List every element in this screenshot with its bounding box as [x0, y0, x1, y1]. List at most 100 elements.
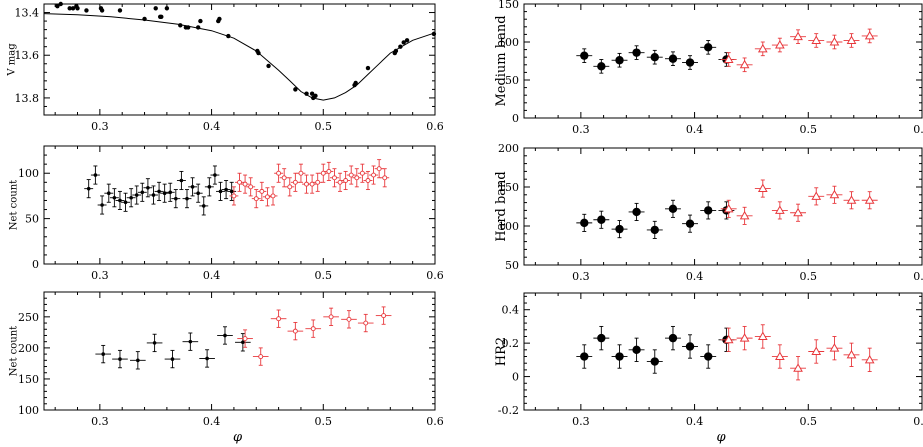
marker-big-dot — [685, 219, 695, 228]
marker-big-dot — [597, 62, 606, 71]
marker-big-dot — [615, 224, 624, 234]
x-tick-label: 0.4 — [686, 415, 704, 428]
data-point — [313, 93, 318, 98]
y-tick-label: 0 — [512, 371, 519, 384]
data-point — [826, 34, 843, 50]
data-point — [826, 185, 843, 204]
marker-dot — [162, 191, 167, 195]
data-point — [165, 182, 175, 202]
marker-open — [298, 170, 304, 176]
data-point — [115, 190, 125, 210]
data-point — [143, 178, 153, 198]
x-tick-label: 0.6 — [913, 415, 923, 428]
data-point — [70, 6, 76, 11]
data-point — [401, 40, 406, 45]
marker-dot — [99, 8, 105, 13]
data-point — [307, 174, 317, 194]
data-point — [628, 45, 645, 60]
plot-frame — [43, 291, 436, 411]
marker-open — [258, 354, 264, 360]
data-point — [357, 313, 374, 333]
data-point — [217, 326, 233, 345]
data-point — [216, 181, 225, 201]
data-point — [109, 188, 119, 208]
y-tick-label: 0.2 — [502, 337, 520, 350]
data-point — [132, 185, 142, 205]
data-point — [771, 344, 788, 369]
data-point — [154, 181, 164, 201]
data-point — [164, 349, 181, 369]
y-tick-label: 0 — [32, 258, 39, 271]
data-point — [790, 29, 807, 44]
marker-big-dot — [632, 345, 641, 355]
x-tick-label: 0.6 — [426, 120, 444, 133]
panel-net2: 0.3 0.4 0.5 0.6 100 150 200 250 Net count φ — [8, 291, 444, 445]
marker-open — [310, 326, 316, 332]
marker-dot — [118, 198, 122, 203]
marker-big-dot — [668, 333, 678, 343]
y-tick-label: 200 — [18, 342, 39, 355]
data-point — [646, 220, 663, 239]
marker-dot — [151, 193, 156, 197]
data-point — [374, 159, 384, 179]
marker-open — [359, 170, 365, 176]
data-point — [227, 181, 237, 201]
marker-dot — [55, 3, 60, 9]
data-point — [117, 8, 123, 13]
marker-dot — [153, 6, 158, 11]
marker-dot — [164, 6, 170, 11]
data-point — [353, 80, 358, 86]
data-point — [182, 189, 192, 209]
data-point — [576, 48, 593, 63]
x-tick-label: 0.5 — [315, 120, 333, 133]
data-point — [160, 183, 170, 203]
marker-dot — [112, 195, 117, 200]
marker-open — [309, 181, 315, 187]
marker-open — [346, 316, 352, 322]
marker-triangle — [793, 363, 803, 372]
data-point — [287, 321, 304, 341]
x-tick-label: 0.6 — [426, 415, 444, 428]
x-tick-label: 0.6 — [913, 270, 923, 283]
data-point — [593, 59, 610, 74]
marker-open — [253, 196, 259, 202]
marker-triangle — [739, 333, 750, 342]
marker-open — [371, 172, 377, 178]
marker-triangle — [757, 331, 768, 340]
data-point — [665, 51, 681, 67]
data-point — [199, 349, 215, 368]
marker-dot — [118, 357, 122, 361]
x-tick-label: 0.3 — [572, 415, 590, 428]
marker-triangle — [846, 195, 857, 204]
data-point — [593, 210, 610, 229]
marker-open — [264, 194, 270, 200]
marker-open — [348, 172, 354, 178]
y-tick-label: -0.2 — [498, 404, 519, 417]
marker-open — [337, 179, 343, 185]
marker-dot — [117, 8, 123, 13]
data-point — [146, 333, 163, 353]
marker-triangle — [723, 334, 734, 344]
marker-triangle — [846, 349, 857, 359]
x-tick-label: 0.5 — [315, 269, 333, 282]
marker-open — [281, 175, 287, 181]
y-axis-title: Medium band — [494, 15, 509, 106]
marker-big-dot — [615, 352, 624, 361]
x-tick-label: 0.3 — [91, 415, 109, 428]
data-point — [257, 181, 267, 201]
marker-open — [354, 175, 360, 181]
data-point — [198, 18, 203, 24]
data-point — [682, 214, 698, 233]
plot-frame — [43, 145, 436, 265]
marker-triangle — [864, 30, 875, 40]
marker-big-dot — [704, 352, 713, 361]
y-axis-title: HR2 — [494, 337, 509, 366]
marker-big-dot — [580, 218, 589, 228]
model-curve — [43, 13, 436, 101]
data-point — [188, 177, 198, 197]
marker-open — [332, 175, 337, 181]
data-point — [126, 188, 136, 208]
data-point — [309, 91, 315, 96]
